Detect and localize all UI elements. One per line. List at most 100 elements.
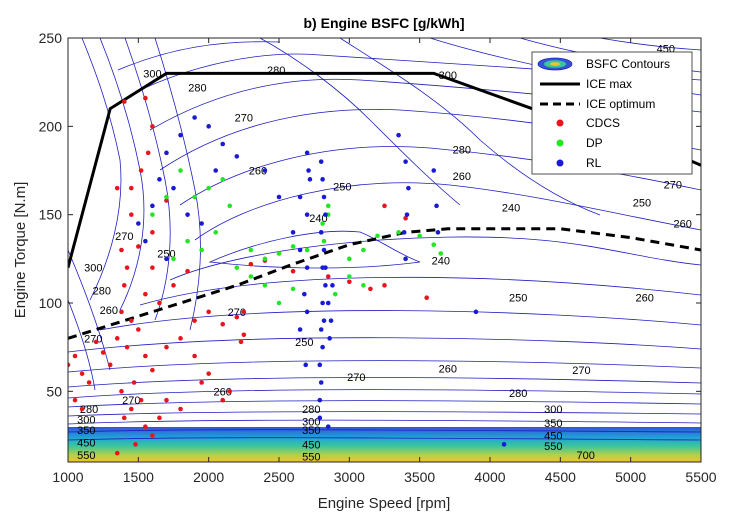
dp-point <box>276 251 282 256</box>
dp-point <box>220 177 226 182</box>
rl-point <box>396 132 401 138</box>
y-tick-label: 50 <box>46 383 62 399</box>
chart-title: b) Engine BSFC [g/kWh] <box>304 15 465 31</box>
contour-label: 350 <box>302 425 320 437</box>
cdcs-point <box>234 314 240 320</box>
contour-label: 300 <box>544 404 562 416</box>
dp-point <box>396 230 401 235</box>
rl-point <box>320 344 325 350</box>
cdcs-point <box>138 168 144 173</box>
contour-label: 270 <box>115 231 133 243</box>
contour-label: 300 <box>84 263 102 275</box>
rl-point <box>404 212 410 217</box>
x-tick-label: 1500 <box>123 469 154 485</box>
rl-point <box>143 238 148 244</box>
cdcs-point <box>185 268 190 274</box>
legend-label-rl: RL <box>586 156 602 170</box>
cdcs-point <box>129 185 134 191</box>
dp-point <box>431 242 437 247</box>
cdcs-point <box>403 215 408 221</box>
dp-point <box>290 244 296 249</box>
cdcs-point <box>72 353 78 359</box>
cdcs-point <box>241 309 247 315</box>
dp-point <box>213 230 218 235</box>
cdcs-point <box>157 415 162 421</box>
rl-point <box>185 212 190 217</box>
contour-label: 450 <box>302 439 320 451</box>
rl-point <box>290 230 296 235</box>
cdcs-point <box>129 212 134 217</box>
rl-point <box>406 185 411 191</box>
rl-point <box>304 150 310 156</box>
x-tick-label: 3500 <box>404 469 435 485</box>
contour-label: 270 <box>664 180 682 192</box>
cdcs-points <box>68 95 430 456</box>
rl-point <box>192 115 197 120</box>
cdcs-point <box>199 380 204 385</box>
x-tick-label: 3000 <box>334 469 365 485</box>
dp-point <box>361 247 366 253</box>
cdcs-point <box>136 244 141 249</box>
cdcs-point <box>150 124 155 129</box>
contour-label: 450 <box>77 438 95 450</box>
dp-point <box>325 203 331 209</box>
rl-point <box>164 150 169 156</box>
cdcs-point <box>164 397 169 403</box>
cdcs-point <box>119 247 124 253</box>
dp-point <box>290 286 296 292</box>
cdcs-point <box>206 371 211 376</box>
contour-label: 240 <box>432 256 450 268</box>
y-tick-label: 150 <box>39 207 63 223</box>
dp-point <box>248 247 254 253</box>
cdcs-point <box>178 406 183 412</box>
contour-label: 300 <box>143 68 161 80</box>
contour-label: 280 <box>509 388 527 400</box>
contour-label: 270 <box>228 307 246 319</box>
x-tick-label: 2500 <box>263 469 294 485</box>
rl-point <box>150 203 155 209</box>
legend-swatch-rl <box>556 159 564 167</box>
cdcs-point <box>121 415 127 421</box>
cdcs-point <box>424 295 430 301</box>
contour-label: 260 <box>439 363 457 375</box>
cdcs-point <box>150 367 155 373</box>
cdcs-point <box>114 185 120 191</box>
x-tick-label: 4500 <box>545 469 576 485</box>
contour-label: 350 <box>544 418 562 430</box>
dp-point <box>262 283 268 288</box>
rl-point <box>297 194 303 200</box>
cdcs-point <box>171 283 176 288</box>
rl-point <box>501 442 507 447</box>
rl-point <box>276 194 282 200</box>
dp-point <box>248 274 254 279</box>
contour-label: 250 <box>509 293 527 305</box>
contour-label: 260 <box>636 293 654 305</box>
dp-point <box>304 247 310 253</box>
legend-label-contours: BSFC Contours <box>586 57 670 71</box>
cdcs-point <box>325 274 331 279</box>
rl-point <box>318 380 324 385</box>
rl-point <box>317 415 323 421</box>
contour-label: 260 <box>674 219 692 231</box>
dp-point <box>347 256 352 262</box>
dp-point <box>192 194 197 200</box>
cdcs-point <box>143 353 148 359</box>
rl-point <box>303 362 309 368</box>
legend-label-ice-optimum: ICE optimum <box>586 97 655 111</box>
cdcs-point <box>368 286 373 292</box>
cdcs-point <box>79 371 85 376</box>
cdcs-point <box>145 150 151 156</box>
x-tick-label: 2000 <box>193 469 224 485</box>
rl-point <box>321 318 327 323</box>
cdcs-point <box>143 424 148 429</box>
cdcs-point <box>93 339 99 345</box>
rl-point <box>321 194 327 200</box>
contour-label: 280 <box>302 404 320 416</box>
contour-label: 350 <box>77 425 95 437</box>
rl-point <box>325 300 331 306</box>
rl-point <box>297 327 303 332</box>
legend-swatch-cdcs <box>556 119 564 127</box>
cdcs-point <box>129 406 134 412</box>
legend-box <box>531 51 693 175</box>
